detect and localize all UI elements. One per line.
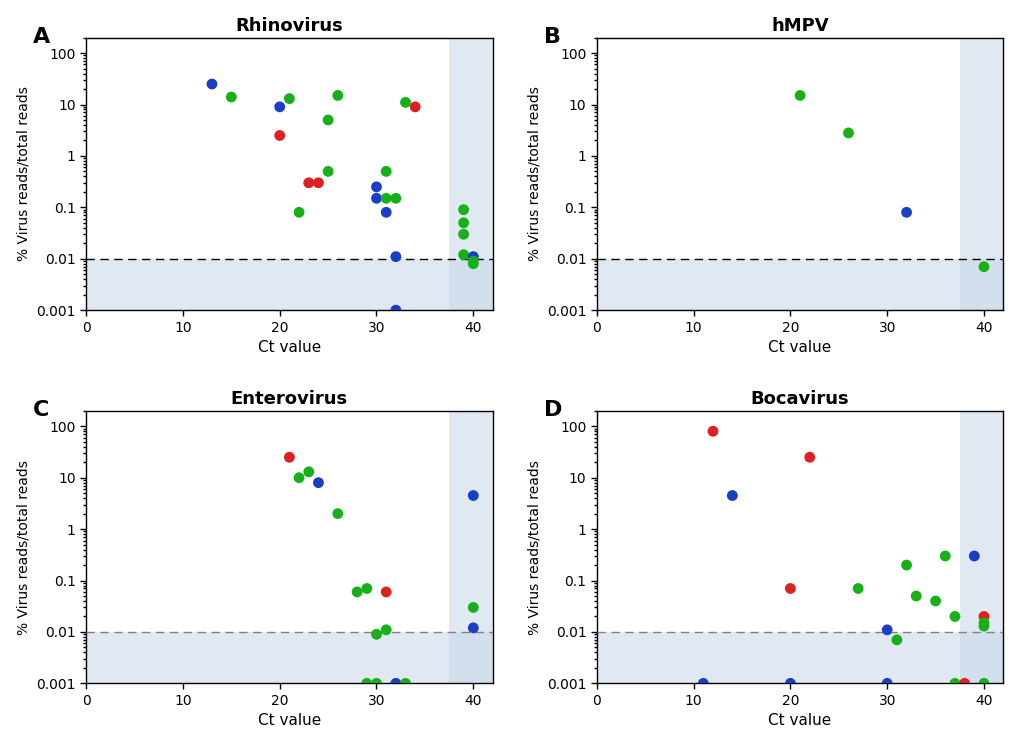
Point — [878, 624, 895, 635]
Point — [271, 101, 287, 112]
Point — [359, 677, 375, 689]
Bar — [959, 410, 1003, 683]
Point — [455, 228, 472, 240]
Point — [465, 622, 481, 634]
Point — [465, 258, 481, 270]
Point — [378, 624, 394, 635]
Point — [387, 250, 404, 262]
Point — [310, 177, 326, 188]
Point — [368, 628, 384, 640]
Point — [281, 451, 298, 463]
Point — [975, 620, 991, 632]
Point — [465, 250, 481, 262]
Point — [965, 550, 981, 562]
Point — [907, 590, 923, 602]
X-axis label: Ct value: Ct value — [767, 340, 830, 355]
Point — [455, 203, 472, 215]
Point — [397, 677, 414, 689]
Point — [290, 472, 307, 484]
Title: Bocavirus: Bocavirus — [750, 390, 849, 408]
Point — [840, 127, 856, 139]
Point — [301, 177, 317, 188]
Text: A: A — [34, 27, 51, 47]
Point — [387, 192, 404, 204]
Point — [791, 89, 807, 101]
Point — [878, 677, 895, 689]
Bar — [596, 259, 1003, 310]
Point — [946, 610, 962, 622]
Text: D: D — [543, 400, 561, 420]
Text: B: B — [543, 27, 560, 47]
Point — [397, 96, 414, 108]
Point — [455, 217, 472, 229]
Title: Enterovirus: Enterovirus — [230, 390, 347, 408]
Point — [290, 206, 307, 218]
Point — [301, 466, 317, 478]
Y-axis label: % Virus reads/total reads: % Virus reads/total reads — [16, 86, 31, 261]
Point — [975, 610, 991, 622]
Point — [329, 89, 345, 101]
Point — [956, 677, 972, 689]
X-axis label: Ct value: Ct value — [258, 713, 321, 729]
Title: hMPV: hMPV — [770, 16, 828, 35]
Point — [975, 677, 991, 689]
Point — [378, 206, 394, 218]
Text: C: C — [34, 400, 50, 420]
Y-axis label: % Virus reads/total reads: % Virus reads/total reads — [16, 460, 31, 635]
Point — [898, 206, 914, 218]
Point — [926, 595, 943, 607]
Point — [378, 192, 394, 204]
Point — [310, 477, 326, 489]
Point — [782, 583, 798, 595]
Point — [695, 677, 711, 689]
Point — [223, 91, 239, 103]
Point — [782, 677, 798, 689]
Point — [320, 114, 336, 126]
Point — [320, 165, 336, 177]
Point — [407, 101, 423, 112]
Point — [359, 583, 375, 595]
Point — [387, 677, 404, 689]
Bar — [959, 37, 1003, 310]
Point — [975, 261, 991, 273]
Point — [455, 249, 472, 261]
Point — [378, 165, 394, 177]
Point — [271, 130, 287, 142]
Point — [465, 601, 481, 613]
Point — [465, 255, 481, 267]
Title: Rhinovirus: Rhinovirus — [235, 16, 343, 35]
Point — [801, 451, 817, 463]
Point — [936, 550, 953, 562]
Point — [975, 617, 991, 629]
Point — [368, 677, 384, 689]
Bar — [448, 410, 492, 683]
Point — [329, 507, 345, 519]
Point — [704, 425, 720, 437]
Point — [281, 92, 298, 104]
X-axis label: Ct value: Ct value — [767, 713, 830, 729]
Point — [348, 586, 365, 598]
Bar — [596, 632, 1003, 683]
Bar — [86, 259, 492, 310]
Point — [723, 489, 740, 501]
Point — [204, 78, 220, 90]
Bar — [448, 37, 492, 310]
Y-axis label: % Virus reads/total reads: % Virus reads/total reads — [527, 460, 541, 635]
X-axis label: Ct value: Ct value — [258, 340, 321, 355]
Point — [465, 489, 481, 501]
Point — [888, 634, 904, 646]
Point — [946, 677, 962, 689]
Y-axis label: % Virus reads/total reads: % Virus reads/total reads — [527, 86, 541, 261]
Point — [898, 559, 914, 571]
Point — [368, 192, 384, 204]
Point — [368, 181, 384, 193]
Point — [849, 583, 865, 595]
Point — [378, 586, 394, 598]
Bar — [86, 632, 492, 683]
Point — [387, 304, 404, 316]
